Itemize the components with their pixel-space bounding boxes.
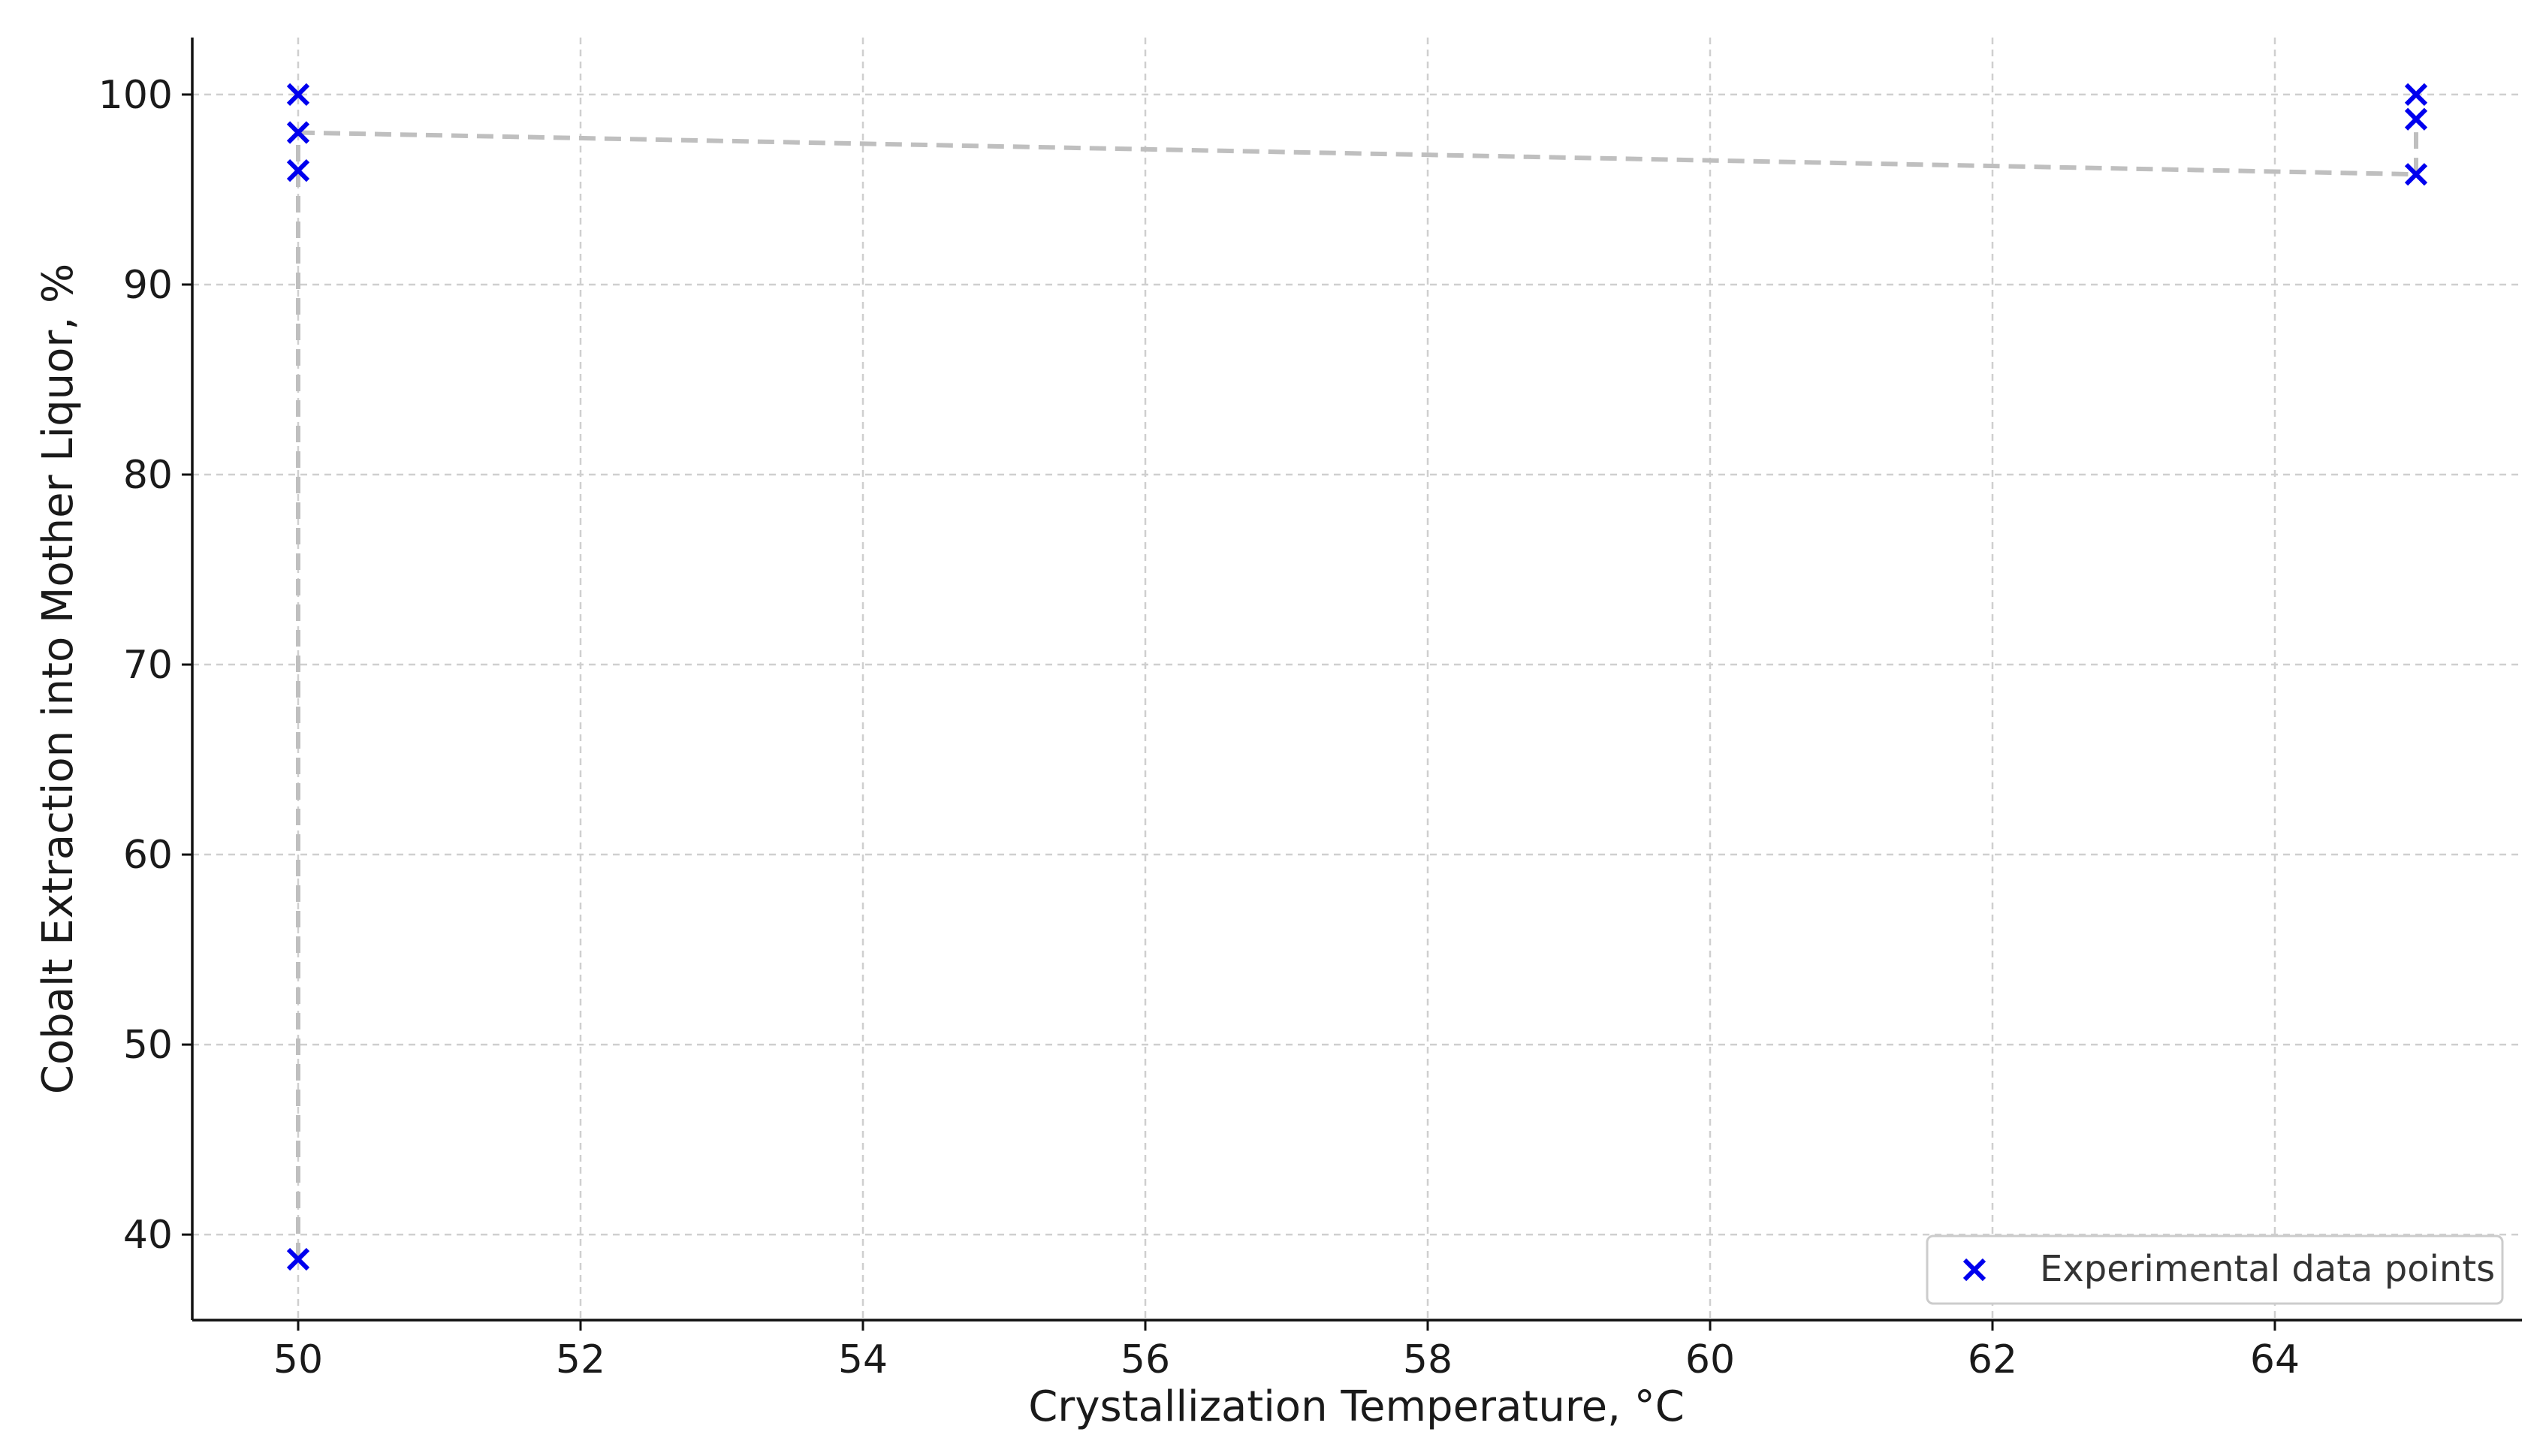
legend-label: Experimental data points <box>2040 1248 2495 1290</box>
data-point <box>286 159 310 182</box>
marker-stroke <box>286 1247 310 1271</box>
legend: Experimental data points <box>1926 1234 2504 1305</box>
ticks: 50 52 54 56 58 60 62 64 40 50 60 70 80 90 100 <box>98 73 2300 1382</box>
x-tick-label: 52 <box>556 1337 605 1382</box>
x-axis-title: Crystallization Temperature, °C <box>1028 1382 1685 1431</box>
x-tick-label: 62 <box>1968 1337 2017 1382</box>
x-tick-label: 58 <box>1403 1337 1452 1382</box>
x-tick-label: 56 <box>1121 1337 1170 1382</box>
data-point <box>286 1247 310 1271</box>
y-tick-label: 60 <box>123 833 173 878</box>
marker-stroke <box>286 159 310 182</box>
y-tick-label: 40 <box>123 1213 173 1258</box>
y-tick-label: 50 <box>123 1023 173 1068</box>
data-point <box>286 121 310 144</box>
legend-box <box>1926 1234 2504 1305</box>
data-point <box>2404 107 2428 131</box>
x-tick-label: 64 <box>2250 1337 2300 1382</box>
x-tick-label: 54 <box>838 1337 888 1382</box>
connector-line <box>297 130 2417 177</box>
data-point <box>2404 163 2428 186</box>
marker-stroke <box>1962 1258 1986 1282</box>
marker-stroke <box>286 83 310 107</box>
marker-stroke <box>286 121 310 144</box>
legend-marker-x <box>1962 1258 1986 1282</box>
marker-stroke <box>2404 107 2428 131</box>
connector-lines <box>296 119 2418 1260</box>
x-tick-label: 50 <box>273 1337 323 1382</box>
data-point <box>2404 83 2428 107</box>
y-tick-label: 90 <box>123 263 173 308</box>
marker-stroke <box>2404 83 2428 107</box>
y-tick-label: 100 <box>98 73 173 118</box>
y-axis-title: Cobalt Extraction into Mother Liquor, % <box>34 264 83 1095</box>
y-tick-label: 80 <box>123 453 173 498</box>
data-points <box>286 83 2428 1271</box>
data-point <box>286 83 310 107</box>
legend-marker-glyph <box>1962 1258 1986 1282</box>
grid <box>192 38 2522 1320</box>
y-tick-label: 70 <box>123 643 173 688</box>
marker-stroke <box>2404 163 2428 186</box>
x-tick-label: 60 <box>1685 1337 1735 1382</box>
